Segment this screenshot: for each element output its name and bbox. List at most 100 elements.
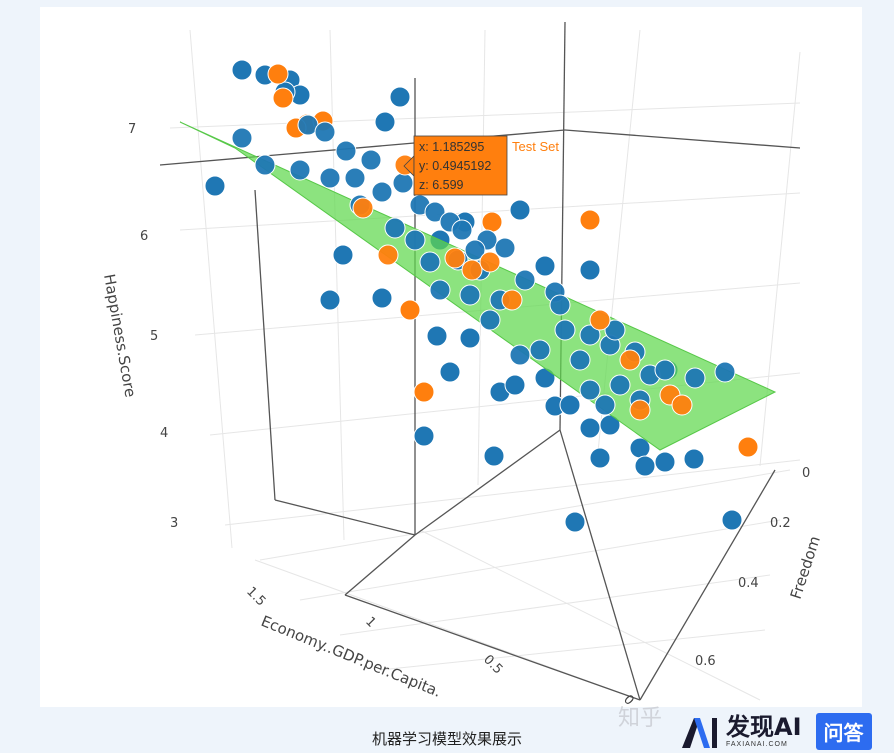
y-tick-label: 0.2 (770, 516, 791, 531)
train-set-point[interactable] (589, 447, 611, 469)
test-set-point[interactable] (377, 244, 399, 266)
test-set-point[interactable] (479, 251, 501, 273)
hover-tooltip: x: 1.185295 y: 0.4945192 z: 6.599 Test S… (403, 135, 559, 196)
z-tick-label: 7 (128, 122, 136, 137)
train-set-point[interactable] (569, 349, 591, 371)
tooltip-z: z: 6.599 (419, 178, 464, 192)
train-set-point[interactable] (683, 448, 705, 470)
train-set-point[interactable] (371, 287, 393, 309)
zhihu-watermark: 知乎 (618, 706, 663, 731)
y-axis-title: Freedom (787, 534, 824, 602)
train-set-point[interactable] (429, 279, 451, 301)
train-set-point[interactable] (419, 251, 441, 273)
train-set-point[interactable] (504, 374, 526, 396)
train-set-point[interactable] (579, 417, 601, 439)
train-set-point[interactable] (609, 374, 631, 396)
train-set-point[interactable] (604, 319, 626, 341)
brand-name: 发现AI (726, 713, 802, 741)
brand-logo[interactable]: 发现AI FAXIANAI.COM 问答 (680, 710, 894, 753)
train-set-point[interactable] (332, 244, 354, 266)
train-set-point[interactable] (564, 511, 586, 533)
train-set-point[interactable] (426, 325, 448, 347)
train-set-point[interactable] (231, 127, 253, 149)
train-set-point[interactable] (451, 219, 473, 241)
train-set-point[interactable] (371, 181, 393, 203)
train-set-point[interactable] (254, 154, 276, 176)
train-set-point[interactable] (509, 199, 531, 221)
train-set-point[interactable] (579, 379, 601, 401)
test-set-front (352, 154, 693, 421)
train-set-point[interactable] (534, 255, 556, 277)
train-set-point[interactable] (594, 394, 616, 416)
train-set-point[interactable] (459, 284, 481, 306)
test-set-point[interactable] (413, 381, 435, 403)
test-set-point[interactable] (579, 209, 601, 231)
test-set-point[interactable] (461, 259, 483, 281)
brand-ai-icon (682, 717, 717, 748)
train-set-point[interactable] (483, 445, 505, 467)
train-set-point[interactable] (374, 111, 396, 133)
train-set-point[interactable] (554, 319, 576, 341)
train-set-point[interactable] (634, 455, 656, 477)
train-set-point[interactable] (404, 229, 426, 251)
test-set-point[interactable] (481, 211, 503, 233)
train-set-point[interactable] (494, 237, 516, 259)
train-set-point[interactable] (392, 172, 414, 194)
train-set-point[interactable] (319, 167, 341, 189)
train-set-point[interactable] (360, 149, 382, 171)
train-set-point[interactable] (559, 394, 581, 416)
test-set-point[interactable] (501, 289, 523, 311)
train-set-point[interactable] (384, 217, 406, 239)
train-set-point[interactable] (424, 201, 446, 223)
z-tick-label: 3 (170, 516, 178, 531)
train-set-point[interactable] (514, 269, 536, 291)
test-set-point[interactable] (737, 436, 759, 458)
tooltip-y: y: 0.4945192 (419, 159, 491, 173)
train-set-point[interactable] (684, 367, 706, 389)
test-set-point[interactable] (399, 299, 421, 321)
tooltip-x: x: 1.185295 (419, 140, 484, 154)
x-tick-label: 1.5 (243, 584, 268, 609)
train-set-point[interactable] (439, 361, 461, 383)
y-tick-label: 0 (802, 466, 810, 481)
plot-area[interactable] (40, 7, 862, 707)
train-set-point[interactable] (529, 339, 551, 361)
train-set-point[interactable] (479, 309, 501, 331)
train-set-point[interactable] (344, 167, 366, 189)
train-set-point[interactable] (549, 294, 571, 316)
x-axis-title: Economy..GDP.per.Capita. (259, 612, 444, 701)
train-set-point[interactable] (204, 175, 226, 197)
ask-button[interactable]: 问答 (815, 713, 872, 750)
y-tick-label: 0.4 (738, 576, 759, 591)
train-set-point[interactable] (413, 425, 435, 447)
train-set-point[interactable] (314, 121, 336, 143)
train-set-point[interactable] (509, 344, 531, 366)
test-set-point[interactable] (619, 349, 641, 371)
x-tick-label: 1 (362, 614, 378, 630)
train-set-point[interactable] (289, 159, 311, 181)
train-set-point[interactable] (654, 451, 676, 473)
train-set-point[interactable] (579, 259, 601, 281)
tooltip-box (413, 135, 508, 196)
train-set-point[interactable] (459, 327, 481, 349)
test-set-point[interactable] (352, 197, 374, 219)
train-set-point[interactable] (721, 509, 743, 531)
gridlines (169, 29, 801, 701)
train-set-point[interactable] (714, 361, 736, 383)
test-set-point[interactable] (589, 309, 611, 331)
train-set-point[interactable] (654, 359, 676, 381)
train-set-point[interactable] (335, 140, 357, 162)
brand-text: 发现AI FAXIANAI.COM (726, 715, 802, 748)
test-set-point[interactable] (272, 87, 294, 109)
z-tick-label: 6 (140, 229, 148, 244)
test-set-point[interactable] (671, 394, 693, 416)
train-set-point[interactable] (319, 289, 341, 311)
train-set-point[interactable] (579, 324, 601, 346)
train-set-point[interactable] (231, 59, 253, 81)
y-axis-ticks: 0 0.2 0.4 0.6 (695, 466, 810, 669)
test-set-point[interactable] (267, 63, 289, 85)
test-set-point[interactable] (444, 247, 466, 269)
train-set-point[interactable] (389, 86, 411, 108)
test-set-point[interactable] (629, 399, 651, 421)
